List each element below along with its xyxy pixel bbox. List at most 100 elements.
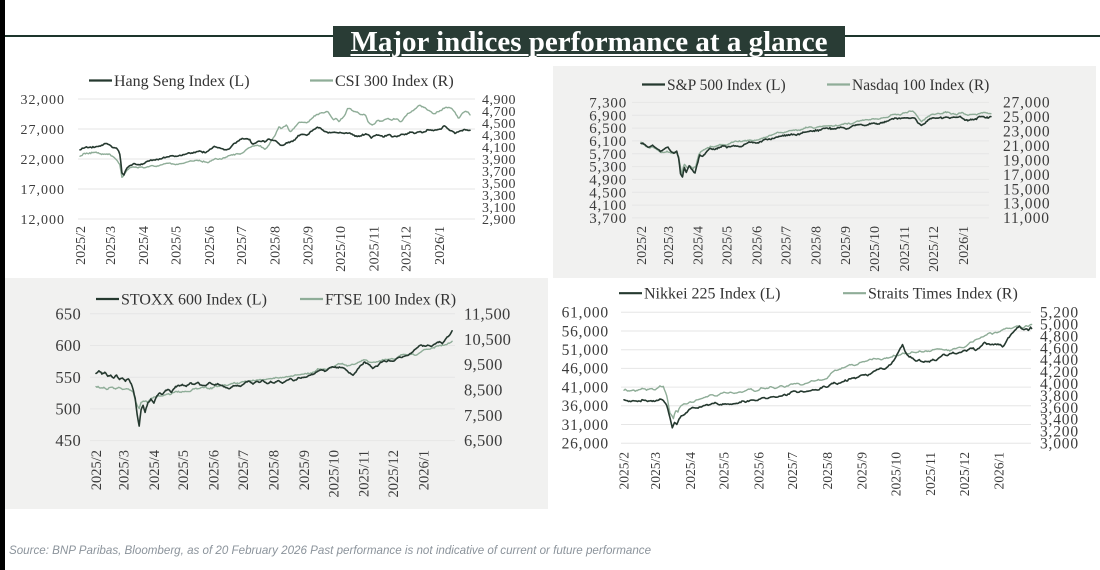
svg-text:8,500: 8,500	[464, 381, 503, 400]
svg-text:4,100: 4,100	[589, 198, 627, 214]
svg-text:56,000: 56,000	[562, 323, 609, 340]
svg-text:2025/5: 2025/5	[721, 226, 736, 265]
svg-text:2025/9: 2025/9	[302, 226, 317, 265]
svg-text:3,400: 3,400	[1040, 412, 1079, 429]
svg-text:6,500: 6,500	[589, 121, 627, 137]
svg-text:3,700: 3,700	[589, 211, 627, 227]
svg-text:17,000: 17,000	[1003, 167, 1050, 184]
svg-text:2026/1: 2026/1	[992, 452, 1007, 490]
svg-text:23,000: 23,000	[1003, 124, 1050, 141]
svg-text:2025/8: 2025/8	[268, 226, 283, 265]
svg-text:11,500: 11,500	[464, 304, 511, 323]
svg-text:500: 500	[55, 400, 81, 419]
svg-text:2025/3: 2025/3	[648, 452, 663, 490]
svg-text:Nikkei 225 Index (L): Nikkei 225 Index (L)	[644, 286, 780, 303]
svg-text:Straits Times Index (R): Straits Times Index (R)	[868, 286, 1018, 303]
svg-text:5,300: 5,300	[589, 160, 627, 176]
svg-text:2025/11: 2025/11	[367, 226, 382, 271]
svg-text:4,700: 4,700	[482, 105, 516, 120]
svg-text:19,000: 19,000	[1003, 152, 1050, 169]
svg-text:2025/8: 2025/8	[267, 450, 283, 490]
svg-text:7,300: 7,300	[589, 96, 627, 112]
svg-text:2025/12: 2025/12	[400, 226, 415, 272]
svg-text:32,000: 32,000	[21, 93, 66, 108]
svg-text:2025/12: 2025/12	[957, 452, 972, 496]
svg-text:2025/3: 2025/3	[116, 450, 132, 490]
svg-text:2025/2: 2025/2	[74, 226, 89, 265]
svg-text:17,000: 17,000	[21, 183, 66, 198]
svg-text:2025/5: 2025/5	[717, 452, 732, 490]
svg-text:4,300: 4,300	[482, 129, 516, 144]
svg-text:STOXX 600 Index (L): STOXX 600 Index (L)	[121, 291, 267, 308]
svg-text:3,700: 3,700	[482, 165, 516, 180]
svg-text:2025/3: 2025/3	[662, 226, 677, 265]
svg-text:2,900: 2,900	[482, 213, 516, 228]
svg-text:4,500: 4,500	[482, 117, 516, 132]
svg-text:Nasdaq 100 Index (R): Nasdaq 100 Index (R)	[852, 77, 989, 94]
svg-text:2025/9: 2025/9	[839, 226, 854, 265]
svg-text:2026/1: 2026/1	[417, 450, 433, 490]
svg-text:2025/4: 2025/4	[137, 226, 152, 265]
svg-text:2025/11: 2025/11	[923, 452, 938, 496]
svg-text:2025/8: 2025/8	[809, 226, 824, 265]
svg-text:2025/4: 2025/4	[692, 226, 707, 265]
svg-text:3,200: 3,200	[1040, 424, 1079, 441]
svg-text:4,100: 4,100	[482, 141, 516, 156]
svg-text:2025/7: 2025/7	[779, 226, 794, 265]
svg-text:2025/2: 2025/2	[89, 450, 105, 490]
svg-text:13,000: 13,000	[1003, 196, 1050, 213]
svg-text:2025/11: 2025/11	[357, 450, 373, 497]
svg-text:25,000: 25,000	[1003, 109, 1050, 126]
svg-text:2025/12: 2025/12	[386, 450, 402, 498]
svg-text:2026/1: 2026/1	[957, 226, 972, 265]
svg-text:2025/6: 2025/6	[207, 450, 223, 490]
svg-text:3,300: 3,300	[482, 189, 516, 204]
svg-text:2025/9: 2025/9	[297, 450, 313, 490]
svg-text:5,000: 5,000	[1040, 317, 1079, 334]
svg-text:7,500: 7,500	[464, 406, 503, 425]
svg-text:2025/6: 2025/6	[203, 226, 218, 265]
svg-text:FTSE 100 Index (R): FTSE 100 Index (R)	[325, 291, 456, 308]
svg-text:3,500: 3,500	[482, 177, 516, 192]
svg-text:36,000: 36,000	[562, 398, 609, 415]
svg-text:2025/7: 2025/7	[236, 450, 252, 490]
svg-text:2025/6: 2025/6	[751, 226, 766, 265]
svg-text:27,000: 27,000	[1003, 95, 1050, 112]
svg-text:12,000: 12,000	[21, 213, 66, 228]
svg-text:2025/8: 2025/8	[820, 452, 835, 490]
svg-text:22,000: 22,000	[21, 153, 66, 168]
svg-text:3,100: 3,100	[482, 201, 516, 216]
svg-text:6,100: 6,100	[589, 134, 627, 150]
svg-text:4,900: 4,900	[482, 93, 516, 108]
svg-text:4,600: 4,600	[1040, 340, 1079, 357]
svg-text:2026/1: 2026/1	[433, 226, 448, 265]
svg-text:5,200: 5,200	[1040, 305, 1079, 322]
svg-text:2025/7: 2025/7	[235, 226, 250, 265]
svg-text:10,500: 10,500	[464, 330, 511, 349]
svg-text:CSI 300 Index (R): CSI 300 Index (R)	[335, 73, 454, 90]
svg-text:21,000: 21,000	[1003, 138, 1050, 155]
svg-text:2025/4: 2025/4	[147, 449, 163, 490]
svg-text:6,500: 6,500	[464, 431, 503, 450]
svg-text:27,000: 27,000	[21, 123, 66, 138]
svg-text:61,000: 61,000	[562, 305, 609, 322]
svg-text:2025/9: 2025/9	[855, 452, 870, 490]
svg-text:2025/4: 2025/4	[683, 452, 698, 490]
svg-text:2025/5: 2025/5	[176, 450, 192, 490]
svg-text:Hang Seng Index (L): Hang Seng Index (L)	[114, 73, 250, 90]
svg-text:4,400: 4,400	[1040, 352, 1079, 369]
svg-text:3,800: 3,800	[1040, 388, 1079, 405]
svg-text:15,000: 15,000	[1003, 181, 1050, 198]
svg-text:4,200: 4,200	[1040, 364, 1079, 381]
svg-text:2025/3: 2025/3	[104, 226, 119, 265]
svg-text:550: 550	[55, 368, 81, 387]
svg-text:650: 650	[55, 304, 81, 323]
svg-text:2025/7: 2025/7	[785, 452, 800, 490]
svg-text:46,000: 46,000	[562, 361, 609, 378]
svg-text:3,600: 3,600	[1040, 400, 1079, 417]
svg-text:2025/5: 2025/5	[170, 226, 185, 265]
svg-text:11,000: 11,000	[1003, 210, 1050, 227]
svg-text:5,700: 5,700	[589, 147, 627, 163]
svg-text:450: 450	[55, 431, 81, 450]
svg-text:2025/10: 2025/10	[868, 226, 883, 272]
